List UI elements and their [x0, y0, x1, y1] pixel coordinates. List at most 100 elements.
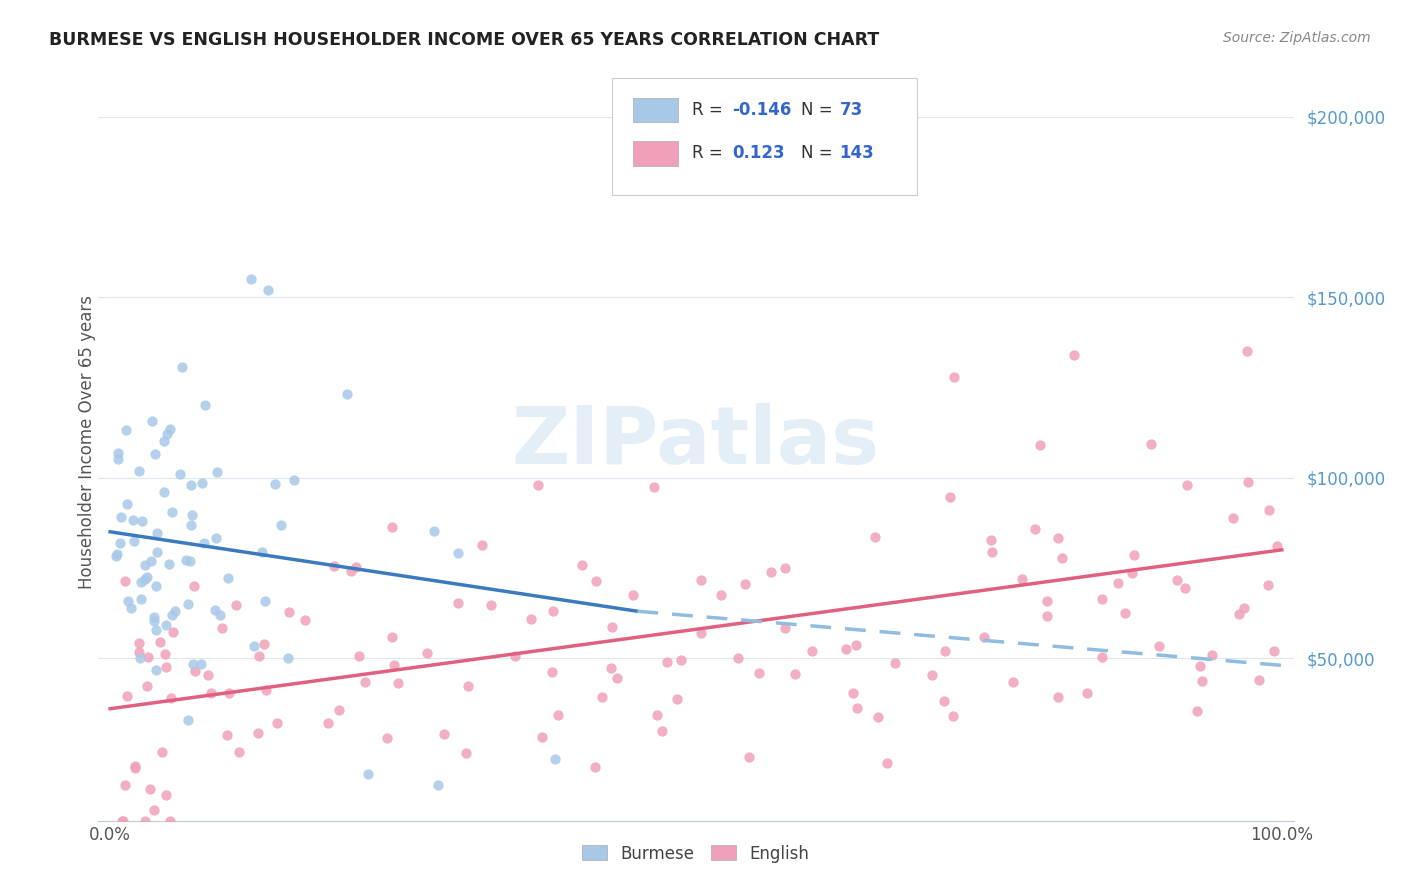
Point	[447, 596, 470, 610]
Point	[1174, 582, 1197, 596]
Point	[176, 713, 198, 727]
Text: ZIPatlas: ZIPatlas	[512, 402, 880, 481]
Point	[339, 565, 361, 579]
Point	[690, 626, 713, 640]
Point	[180, 508, 202, 523]
Point	[884, 656, 907, 670]
Point	[239, 272, 262, 286]
Point	[761, 566, 783, 580]
Point	[128, 464, 150, 478]
Text: -0.146: -0.146	[733, 101, 792, 120]
FancyBboxPatch shape	[633, 141, 678, 166]
Point	[939, 490, 962, 504]
Point	[423, 524, 446, 538]
Point	[737, 749, 759, 764]
Point	[128, 650, 150, 665]
Point	[159, 422, 181, 436]
Text: 73: 73	[839, 101, 863, 120]
Point	[124, 758, 146, 772]
Point	[134, 558, 156, 572]
Point	[479, 598, 502, 612]
Point	[193, 536, 215, 550]
Point	[599, 661, 621, 675]
Point	[218, 686, 240, 700]
Point	[544, 752, 567, 766]
Point	[183, 664, 205, 678]
Point	[1011, 573, 1033, 587]
Point	[131, 591, 153, 606]
Point	[503, 648, 526, 663]
Point	[194, 398, 217, 412]
Point	[162, 505, 184, 519]
Point	[197, 667, 219, 681]
Point	[328, 703, 350, 717]
Point	[143, 447, 166, 461]
Point	[115, 689, 138, 703]
Point	[1091, 650, 1114, 665]
Point	[354, 674, 377, 689]
Point	[1091, 591, 1114, 606]
Point	[1166, 573, 1188, 587]
Point	[1149, 639, 1171, 653]
Point	[645, 708, 668, 723]
Point	[592, 690, 614, 705]
Point	[671, 653, 693, 667]
Point	[1076, 686, 1098, 700]
Point	[1227, 607, 1250, 621]
Point	[134, 814, 156, 828]
Point	[835, 641, 858, 656]
Point	[134, 573, 156, 587]
Point	[225, 598, 247, 612]
Point	[447, 545, 470, 559]
Point	[1237, 475, 1260, 489]
Point	[387, 676, 409, 690]
Point	[139, 782, 162, 797]
Point	[145, 623, 167, 637]
Point	[115, 423, 138, 437]
Point	[191, 475, 214, 490]
Point	[942, 709, 965, 723]
Point	[254, 594, 277, 608]
Point	[136, 570, 159, 584]
Point	[120, 601, 142, 615]
Point	[172, 359, 194, 374]
Point	[1257, 577, 1279, 591]
Point	[602, 620, 624, 634]
Point	[174, 553, 197, 567]
Point	[155, 788, 177, 802]
Point	[427, 778, 450, 792]
Point	[139, 554, 162, 568]
Point	[217, 571, 239, 585]
Point	[242, 639, 264, 653]
Point	[107, 446, 129, 460]
Point	[247, 648, 270, 663]
Point	[107, 451, 129, 466]
Point	[1107, 576, 1129, 591]
Point	[129, 575, 152, 590]
Point	[283, 473, 305, 487]
Point	[254, 683, 277, 698]
Point	[690, 573, 713, 587]
Point	[1201, 648, 1223, 663]
Point	[734, 577, 756, 591]
Point	[1001, 675, 1024, 690]
Point	[294, 613, 316, 627]
Point	[114, 778, 136, 792]
Point	[136, 650, 159, 665]
Point	[1046, 531, 1069, 545]
Point	[1188, 658, 1211, 673]
Point	[153, 485, 176, 500]
Point	[866, 710, 889, 724]
Point	[145, 663, 167, 677]
Point	[842, 685, 865, 699]
Point	[657, 656, 679, 670]
Point	[571, 558, 593, 572]
Point	[124, 762, 146, 776]
Point	[128, 636, 150, 650]
Point	[143, 615, 166, 629]
Point	[200, 686, 222, 700]
Point	[1249, 673, 1271, 687]
Point	[169, 467, 191, 482]
Point	[773, 561, 796, 575]
Point	[110, 536, 132, 550]
